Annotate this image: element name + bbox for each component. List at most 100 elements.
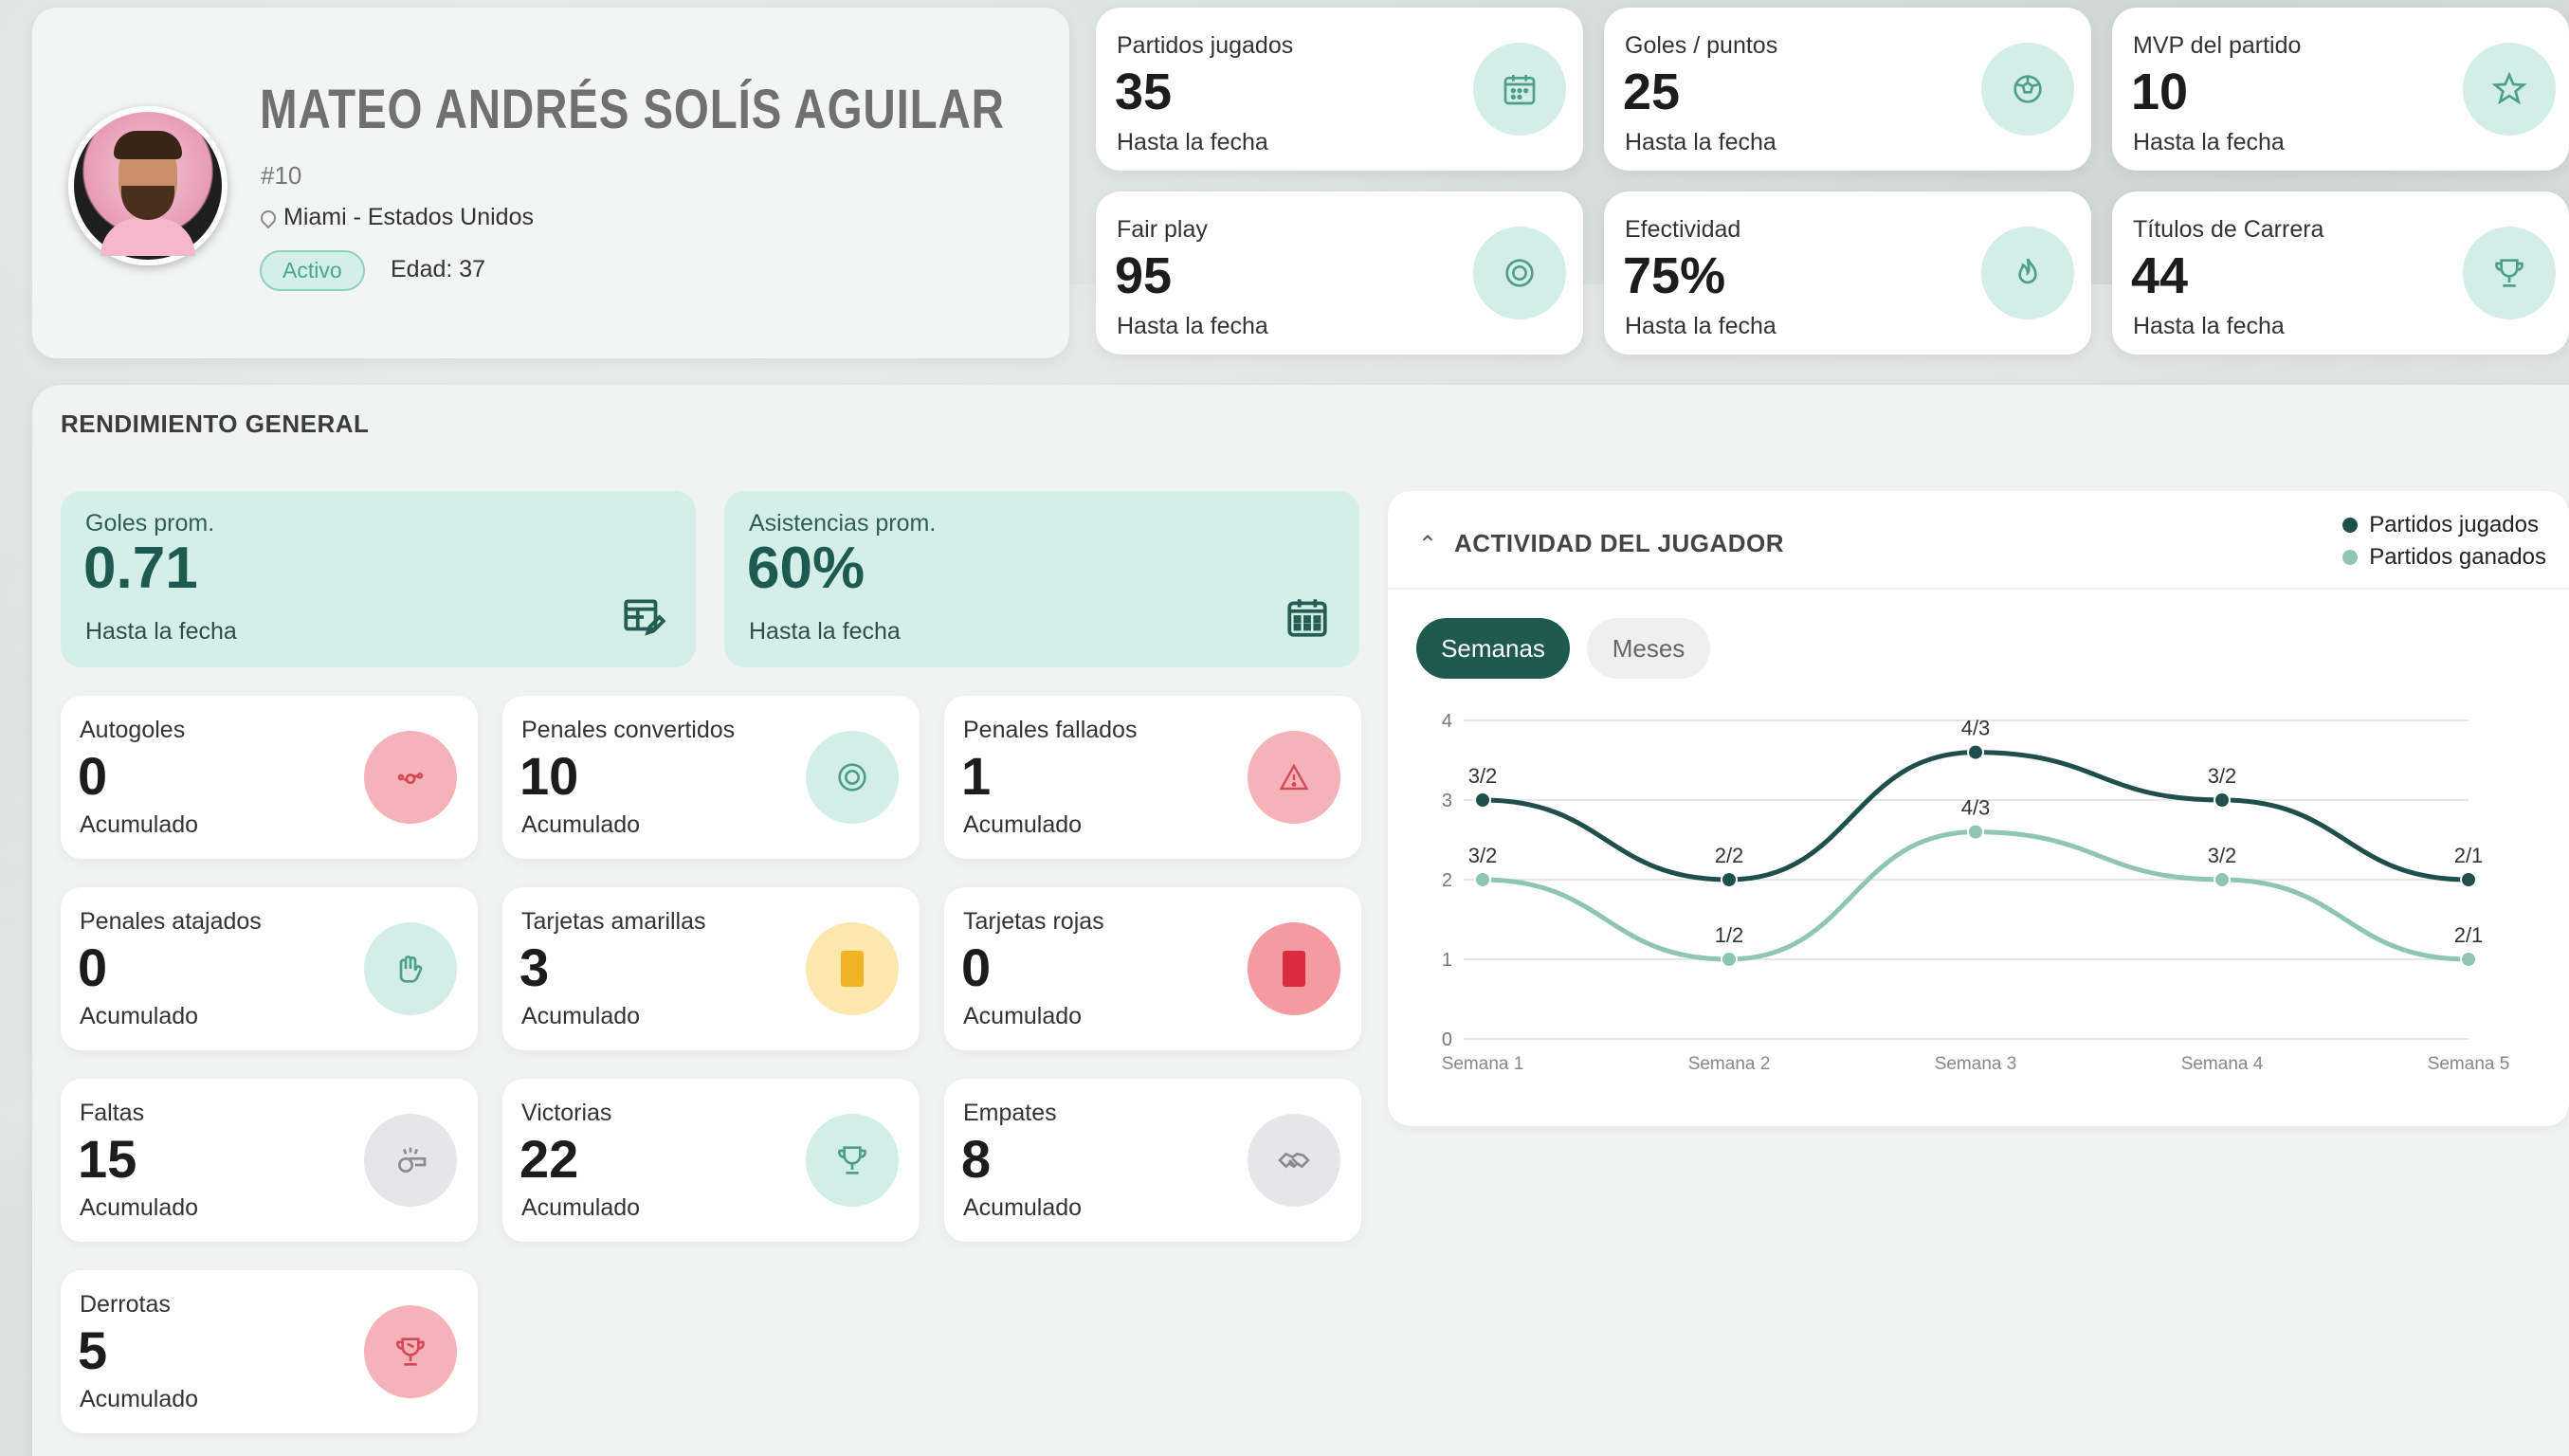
target-icon	[806, 731, 899, 824]
star-icon	[2463, 43, 2556, 136]
metric-penales-fallados: Penales fallados 1 Acumulado	[944, 696, 1361, 859]
stat-value: 44	[2131, 247, 2189, 304]
trophy-icon	[806, 1114, 899, 1207]
data-point	[1967, 743, 1984, 761]
legend-dot	[2342, 518, 2359, 533]
flame-icon	[1981, 227, 2074, 319]
data-point	[2460, 951, 2477, 968]
x-tick-label: Semana 1	[1442, 1054, 1524, 1074]
data-point	[1721, 871, 1738, 888]
metric-label: Derrotas	[80, 1291, 171, 1318]
table-edit-icon	[624, 599, 666, 636]
stat-sub: Hasta la fecha	[2133, 313, 2285, 339]
stat-label: Efectividad	[1625, 216, 1741, 243]
metric-tarjetas-rojas: Tarjetas rojas 0 Acumulado	[944, 887, 1361, 1050]
y-tick-label: 2	[1442, 870, 1452, 891]
metric-sub: Acumulado	[963, 1194, 1083, 1221]
x-tick-label: Semana 5	[2428, 1054, 2510, 1074]
stat-label: Goles / puntos	[1625, 32, 1778, 59]
data-label: 3/2	[2208, 764, 2237, 788]
legend-label: Partidos ganados	[2369, 544, 2546, 570]
player-location: Miami - Estados Unidos	[257, 204, 534, 231]
own-goal-icon	[364, 731, 457, 824]
tab-semanas[interactable]: Semanas	[1416, 618, 1570, 679]
stat-card-mvp: MVP del partido 10 Hasta la fecha	[2112, 8, 2569, 171]
stat-sub: Hasta la fecha	[1117, 313, 1268, 339]
collapse-chevron-icon[interactable]: ⌃	[1418, 532, 1438, 557]
activity-chart-card: ⌃ ACTIVIDAD DEL JUGADOR Partidos jugados…	[1388, 491, 2569, 1126]
data-point	[2214, 792, 2231, 809]
data-point	[2214, 871, 2231, 888]
stat-card-partidos: Partidos jugados 35 Hasta la fecha	[1096, 8, 1583, 171]
legend-dot	[2342, 550, 2359, 565]
metric-label: Penales convertidos	[521, 717, 736, 743]
highlight-asistencias-prom: Asistencias prom. 60% Hasta la fecha	[724, 491, 1359, 667]
data-point	[1721, 951, 1738, 968]
warning-icon	[1248, 731, 1340, 824]
avatar	[68, 106, 228, 265]
line-chart: 0 1 2 3 4 Semana 1 Semana 2 Semana 3 Semana 4 Sem…	[1442, 711, 2510, 1074]
metric-label: Autogoles	[80, 717, 186, 743]
whistle-icon	[364, 1114, 457, 1207]
metric-value: 5	[78, 1320, 108, 1380]
red-card-icon	[1248, 922, 1340, 1015]
metric-sub: Acumulado	[521, 811, 641, 838]
metric-value: 1	[961, 746, 992, 806]
y-tick-label: 3	[1442, 791, 1452, 811]
metric-sub: Acumulado	[80, 811, 199, 838]
trophy-icon	[2463, 227, 2556, 319]
metric-value: 22	[519, 1129, 579, 1189]
metric-derrotas: Derrotas 5 Acumulado	[61, 1270, 478, 1433]
legend-label: Partidos jugados	[2369, 512, 2539, 537]
metric-penales-atajados: Penales atajados 0 Acumulado	[61, 887, 478, 1050]
x-tick-label: Semana 3	[1935, 1054, 2017, 1074]
data-label: 3/2	[1468, 844, 1498, 867]
x-tick-label: Semana 4	[2181, 1054, 2264, 1074]
metric-label: Empates	[963, 1100, 1057, 1126]
metric-label: Penales fallados	[963, 717, 1138, 743]
stat-label: Títulos de Carrera	[2133, 216, 2324, 243]
highlight-goles-prom: Goles prom. 0.71 Hasta la fecha	[61, 491, 696, 667]
stat-value: 75%	[1623, 247, 1726, 304]
metric-value: 0	[78, 937, 108, 997]
stat-card-goles: Goles / puntos 25 Hasta la fecha	[1604, 8, 2091, 171]
highlight-label: Asistencias prom.	[749, 510, 937, 537]
x-tick-label: Semana 2	[1688, 1054, 1771, 1074]
metric-sub: Acumulado	[80, 1003, 199, 1029]
trophy-down-icon	[364, 1305, 457, 1398]
stat-sub: Hasta la fecha	[2133, 129, 2285, 155]
metric-label: Tarjetas amarillas	[521, 908, 706, 935]
metric-sub: Acumulado	[963, 811, 1083, 838]
ball-icon	[1981, 43, 2074, 136]
stat-label: Fair play	[1117, 216, 1208, 243]
highlight-sub: Hasta la fecha	[749, 618, 901, 645]
highlight-value: 0.71	[83, 536, 198, 601]
chart-legend: Partidos jugados Partidos ganados	[2342, 512, 2546, 576]
metric-label: Faltas	[80, 1100, 145, 1126]
player-number: #10	[261, 161, 302, 190]
metric-value: 0	[78, 746, 108, 806]
metric-sub: Acumulado	[80, 1386, 199, 1412]
status-badge: Activo	[260, 250, 365, 291]
location-pin-icon	[257, 207, 280, 228]
stat-value: 95	[1115, 247, 1173, 304]
player-age: Edad: 37	[391, 256, 486, 282]
metric-label: Tarjetas rojas	[963, 908, 1104, 935]
metric-value: 8	[961, 1129, 992, 1189]
stat-sub: Hasta la fecha	[1117, 129, 1268, 155]
rendimiento-panel: RENDIMIENTO GENERAL Goles prom. 0.71 Has…	[32, 385, 2569, 1456]
activity-header: ⌃ ACTIVIDAD DEL JUGADOR Partidos jugados…	[1388, 491, 2569, 590]
profile-card: MATEO ANDRÉS SOLÍS AGUILAR #10 Miami - E…	[32, 8, 1069, 358]
data-label: 3/2	[1468, 764, 1498, 788]
metric-victorias: Victorias 22 Acumulado	[502, 1079, 920, 1242]
player-name: MATEO ANDRÉS SOLÍS AGUILAR	[260, 79, 1005, 140]
stat-sub: Hasta la fecha	[1625, 313, 1776, 339]
metric-tarjetas-amarillas: Tarjetas amarillas 3 Acumulado	[502, 887, 920, 1050]
metric-value: 3	[519, 937, 550, 997]
tab-meses[interactable]: Meses	[1587, 618, 1710, 679]
stat-value: 10	[2131, 64, 2189, 120]
data-point	[1474, 871, 1491, 888]
data-point	[2460, 871, 2477, 888]
legend-item-partidos-jugados: Partidos jugados	[2342, 512, 2546, 538]
metric-label: Victorias	[521, 1100, 612, 1126]
